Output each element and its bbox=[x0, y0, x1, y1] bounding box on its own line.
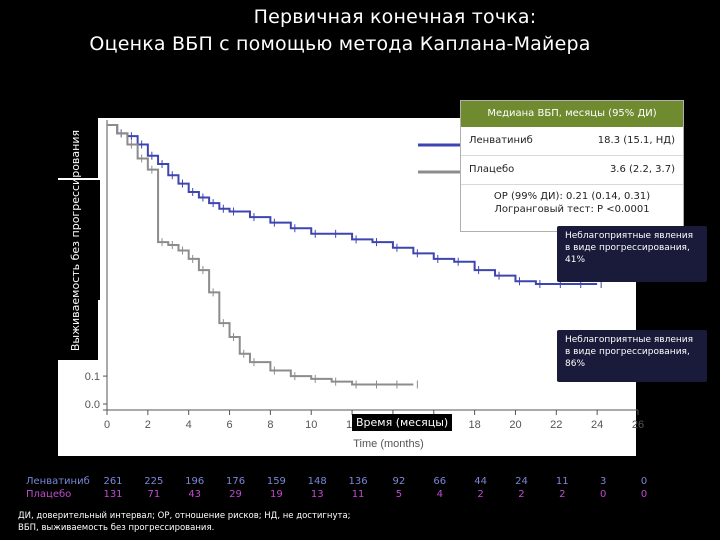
risk-label-lenvatinib: Ленватиниб bbox=[26, 476, 90, 487]
risk-label-placebo: Плацебо bbox=[26, 489, 72, 500]
legend-value-lenvatinib: 18.3 (15.1, НД) bbox=[597, 135, 675, 146]
risk-placebo-cell: 13 bbox=[310, 489, 324, 500]
x-tick-label: 22 bbox=[550, 419, 562, 431]
callout-placebo-progression: Неблагоприятные явления в виде прогресси… bbox=[557, 330, 707, 382]
risk-placebo-cell: 2 bbox=[518, 489, 525, 500]
number-at-risk-table: Ленватиниб 261 225 196 176 159 148 136 92 66 44 24… bbox=[20, 470, 647, 502]
y-axis-label: Выживаемость без прогрессирования bbox=[52, 129, 100, 351]
legend-header: Медиана ВБП, месяцы (95% ДИ) bbox=[461, 101, 683, 127]
risk-placebo-cell: 4 bbox=[436, 489, 443, 500]
risk-placebo-cell: 5 bbox=[395, 489, 403, 500]
x-tick-label: 20 bbox=[509, 419, 521, 431]
callout-lenvatinib-progression: Неблагоприятные явления в виде прогресси… bbox=[557, 226, 707, 282]
risk-row-lenvatinib: Ленватиниб 261 225 196 176 159 148 136 92 66 44 24… bbox=[20, 476, 647, 489]
risk-placebo-cell: 0 bbox=[599, 489, 607, 500]
x-tick-label: 2 bbox=[145, 419, 151, 431]
risk-placebo-cell: 2 bbox=[477, 489, 484, 500]
risk-placebo-cell: 29 bbox=[229, 489, 242, 500]
risk-placebo-cell: 11 bbox=[351, 489, 365, 500]
x-tick-label: 8 bbox=[267, 419, 273, 431]
risk-lenvatinib-cell: 0 bbox=[640, 476, 648, 487]
risk-placebo-cell: 19 bbox=[270, 489, 283, 500]
risk-lenvatinib-cell: 196 bbox=[185, 476, 205, 487]
risk-lenvatinib-cell: 92 bbox=[392, 476, 406, 487]
risk-placebo-cell: 71 bbox=[147, 489, 161, 500]
risk-lenvatinib-cell: 225 bbox=[144, 476, 164, 487]
hazard-ratio: ОР (99% ДИ): 0.21 (0.14, 0.31) bbox=[493, 191, 651, 202]
risk-placebo-cell: 43 bbox=[188, 489, 202, 500]
risk-placebo-cell: 2 bbox=[559, 489, 566, 500]
risk-placebo-cell: 131 bbox=[103, 489, 123, 500]
legend-value-placebo: 3.6 (2.2, 3.7) bbox=[609, 164, 675, 175]
risk-lenvatinib-cell: 148 bbox=[307, 476, 327, 487]
x-tick-label: 26 bbox=[632, 419, 644, 431]
risk-placebo-cell: 0 bbox=[640, 489, 648, 500]
risk-lenvatinib-cell: 136 bbox=[348, 476, 368, 487]
page-title-line-1: Первичная конечная точка: bbox=[253, 6, 537, 28]
legend-name-lenvatinib: Ленватиниб bbox=[469, 135, 533, 146]
x-axis-label-overlay: Время (месяцы) bbox=[352, 414, 453, 431]
legend-row-lenvatinib: Ленватиниб 18.3 (15.1, НД) bbox=[461, 127, 683, 156]
footnote-line-2: ВБП, выживаемость без прогрессирования. bbox=[18, 523, 215, 533]
risk-lenvatinib-cell: 261 bbox=[103, 476, 123, 487]
y-tick-label: 0.1 bbox=[85, 371, 100, 383]
x-tick-label: 4 bbox=[186, 419, 192, 431]
risk-lenvatinib-cell: 24 bbox=[515, 476, 528, 487]
legend-row-placebo: Плацебо 3.6 (2.2, 3.7) bbox=[461, 156, 683, 185]
axis-mask-top bbox=[58, 118, 98, 178]
median-legend: Медиана ВБП, месяцы (95% ДИ) Ленватиниб … bbox=[460, 100, 684, 232]
x-tick-label: 10 bbox=[305, 419, 317, 431]
logrank-test: Логранговый тест: P <0.0001 bbox=[494, 204, 650, 215]
y-axis-label-text: Выживаемость без прогрессирования bbox=[69, 129, 83, 351]
risk-row-placebo: Плацебо 131 71 43 29 19 13 11 5 4 2 2 2 0 0 bbox=[20, 489, 647, 502]
axis-mask-bottom bbox=[58, 300, 98, 360]
footnote: ДИ, доверительный интервал; ОР, отношени… bbox=[18, 510, 578, 534]
page-title-line-2: Оценка ВБП с помощью метода Каплана-Майе… bbox=[89, 33, 591, 55]
risk-lenvatinib-cell: 11 bbox=[555, 476, 569, 487]
x-axis-title: Time (months) bbox=[353, 438, 424, 450]
legend-stats: ОР (99% ДИ): 0.21 (0.14, 0.31) Логрангов… bbox=[461, 185, 683, 216]
x-tick-label: 18 bbox=[468, 419, 480, 431]
risk-lenvatinib-cell: 3 bbox=[599, 476, 607, 487]
series-line-lenvatinib bbox=[107, 124, 598, 286]
x-tick-label: 0 bbox=[104, 419, 110, 431]
x-tick-label: 24 bbox=[591, 419, 603, 431]
y-tick-label: 0.0 bbox=[85, 399, 100, 411]
risk-lenvatinib-cell: 66 bbox=[433, 476, 447, 487]
legend-name-placebo: Плацебо bbox=[469, 164, 515, 175]
footnote-line-1: ДИ, доверительный интервал; ОР, отношени… bbox=[18, 511, 351, 521]
x-tick-label: 6 bbox=[226, 419, 232, 431]
series-line-placebo bbox=[107, 124, 414, 386]
risk-lenvatinib-cell: 159 bbox=[266, 476, 286, 487]
risk-lenvatinib-cell: 176 bbox=[225, 476, 246, 487]
risk-lenvatinib-cell: 44 bbox=[474, 476, 487, 487]
